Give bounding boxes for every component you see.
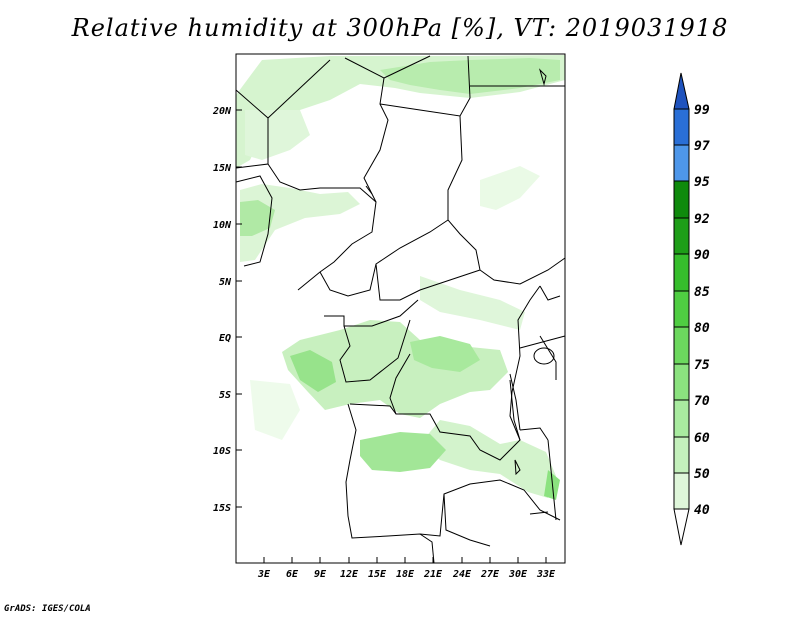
lon-label: 9E: [314, 569, 327, 580]
colorbar-label: 90: [694, 248, 710, 263]
lon-label: 33E: [536, 569, 556, 580]
lakes: [365, 68, 555, 515]
lat-label: EQ: [219, 333, 231, 344]
lon-label: 27E: [480, 569, 500, 580]
colorbar-label: 50: [694, 467, 710, 482]
colorbar-upper-triangle: [673, 72, 690, 110]
map-frame: [235, 53, 566, 564]
country-borders: [235, 55, 566, 564]
colorbar-segment: [674, 473, 689, 509]
lat-label: 5N: [219, 277, 232, 288]
lon-label: 21E: [423, 569, 443, 580]
lat-axis: 20N 15N 10N 5N EQ 5S 10S 15S: [212, 106, 242, 514]
colorbar-segment: [674, 109, 689, 145]
colorbar-segment: [674, 181, 689, 218]
colorbar-label: 85: [694, 285, 710, 300]
lon-label: 24E: [452, 569, 472, 580]
colorbar-label: 95: [694, 175, 710, 190]
lat-label: 20N: [212, 106, 232, 117]
lat-label: 5S: [219, 390, 231, 401]
colorbar-label: 92: [694, 212, 710, 227]
colorbar-label: 75: [694, 358, 710, 373]
lon-label: 18E: [396, 569, 415, 580]
colorbar-segment: [674, 400, 689, 437]
humidity-shading: [236, 55, 565, 500]
colorbar: 40 50 60 70 75 80 85 90 92 95 97 99: [673, 72, 710, 546]
colorbar-label: 40: [694, 503, 710, 518]
colorbar-label: 99: [694, 103, 710, 118]
lon-label: 12E: [340, 569, 359, 580]
lon-label: 6E: [286, 569, 299, 580]
grads-credit: GrADS: IGES/COLA: [4, 604, 91, 614]
colorbar-label: 70: [694, 394, 710, 409]
colorbar-segment: [674, 437, 689, 473]
colorbar-segment: [674, 218, 689, 254]
lat-label: 10S: [213, 446, 231, 457]
lon-label: 15E: [368, 569, 387, 580]
lon-label: 3E: [257, 569, 271, 580]
colorbar-segment: [674, 145, 689, 181]
lon-axis: 3E 6E 9E 12E 15E 18E 21E 24E 27E 30E 33E: [257, 557, 556, 580]
lat-label: 10N: [213, 220, 232, 231]
colorbar-label: 80: [694, 321, 710, 336]
lat-label: 15S: [213, 503, 231, 514]
colorbar-lower-triangle: [673, 508, 690, 546]
lat-label: 15N: [213, 163, 232, 174]
colorbar-segment: [674, 327, 689, 364]
colorbar-label: 97: [694, 139, 710, 154]
colorbar-segment: [674, 291, 689, 327]
map-title: Relative humidity at 300hPa [%], VT: 201…: [71, 14, 729, 42]
colorbar-outline: [673, 108, 690, 510]
colorbar-label: 60: [694, 431, 710, 446]
colorbar-segment: [674, 254, 689, 291]
lon-label: 30E: [508, 569, 528, 580]
colorbar-segment: [674, 364, 689, 400]
